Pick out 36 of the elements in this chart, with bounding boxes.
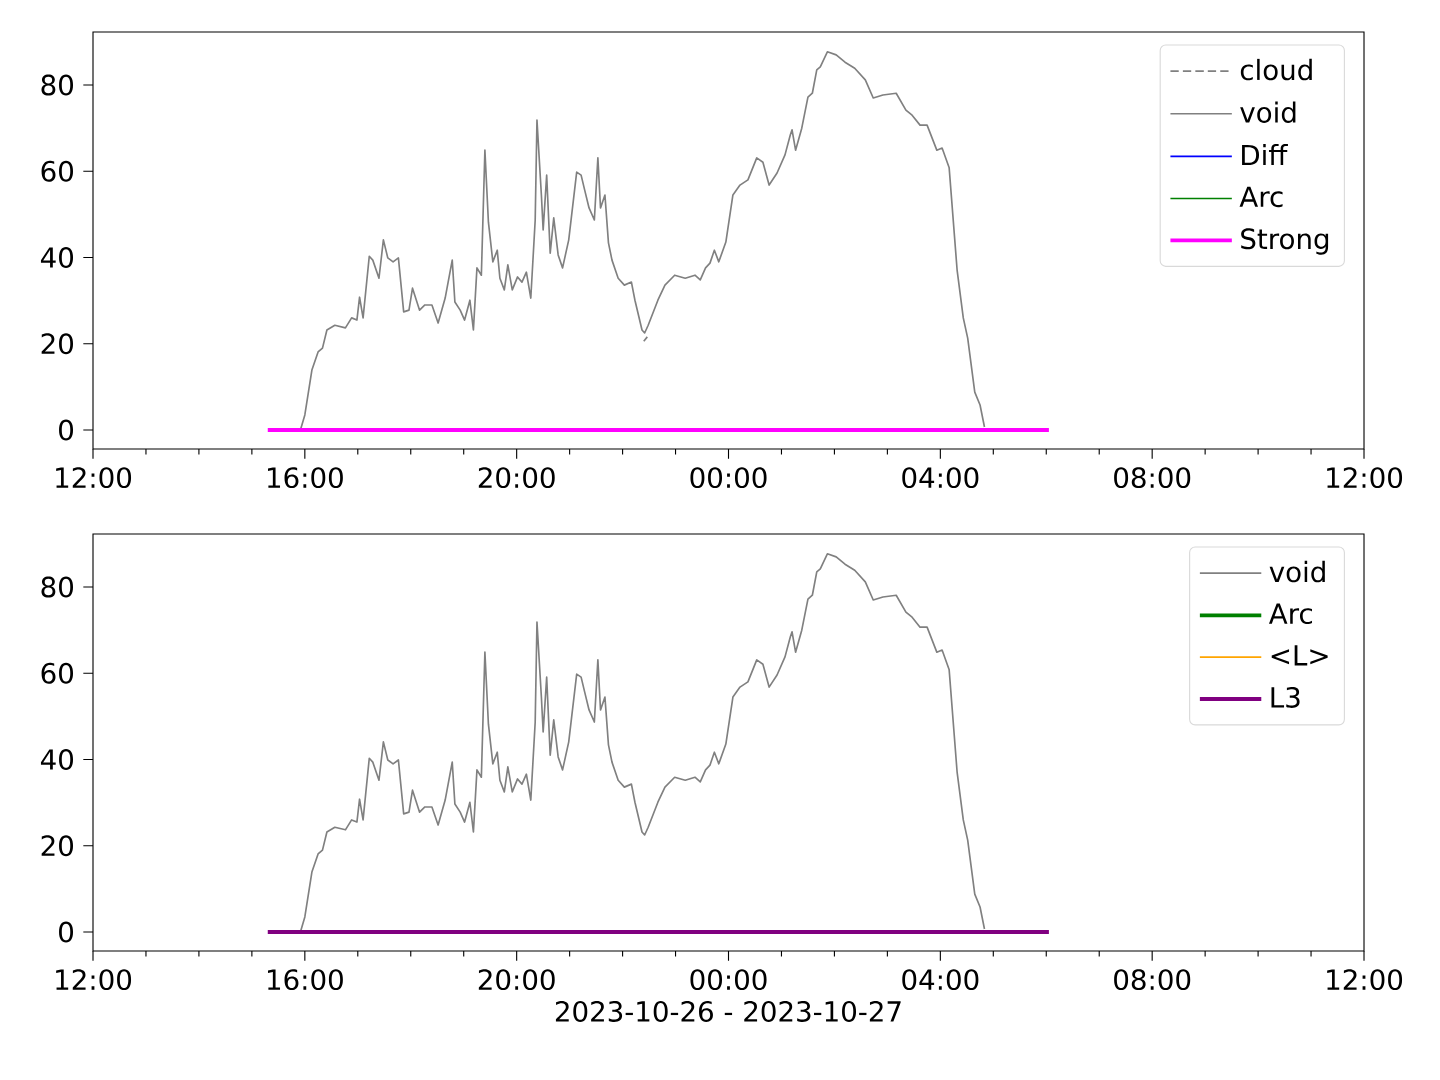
x-tick-label: 00:00: [690, 467, 767, 489]
line-series: [299, 51, 986, 431]
legend-label: Strong: [1241, 228, 1329, 255]
y-tick-label: 80: [41, 74, 74, 96]
legend-label: void: [1269, 560, 1325, 583]
y-tick-label: 60: [41, 662, 74, 684]
legend-label: L3: [1271, 686, 1300, 708]
x-tick-label: 12:00: [1327, 969, 1403, 991]
x-tick-label: 00:00: [690, 969, 767, 991]
x-tick-label: 16:00: [268, 969, 343, 991]
legend-label: void: [1240, 101, 1296, 123]
legend-label: Arc: [1239, 186, 1283, 208]
x-tick-label: 04:00: [902, 969, 979, 991]
x-tick-label: 08:00: [1114, 467, 1191, 489]
y-tick-label: 60: [41, 160, 74, 182]
line-series: [299, 553, 986, 933]
legend-label: Arc: [1268, 603, 1312, 625]
y-tick-label: 20: [41, 835, 74, 857]
x-tick-label: 12:00: [56, 969, 132, 991]
x-tick-label: 20:00: [478, 969, 555, 991]
x-axis-title: 2023-10-26 - 2023-10-27: [555, 1000, 901, 1022]
y-tick-label: 0: [59, 419, 74, 441]
x-tick-label: 12:00: [56, 467, 132, 489]
legend-label: cloud: [1240, 58, 1312, 81]
x-tick-label: 20:00: [478, 467, 555, 489]
y-tick-label: 80: [41, 576, 74, 598]
legend-label: Diff: [1242, 144, 1288, 166]
y-tick-label: 0: [59, 921, 74, 943]
legend-label: <L>: [1271, 645, 1328, 666]
x-tick-label: 04:00: [902, 467, 979, 489]
x-tick-label: 08:00: [1114, 969, 1191, 991]
y-tick-label: 20: [41, 333, 74, 355]
x-tick-label: 12:00: [1327, 467, 1403, 489]
y-tick-label: 40: [40, 247, 74, 268]
x-tick-label: 16:00: [268, 467, 343, 489]
y-tick-label: 40: [40, 749, 74, 770]
